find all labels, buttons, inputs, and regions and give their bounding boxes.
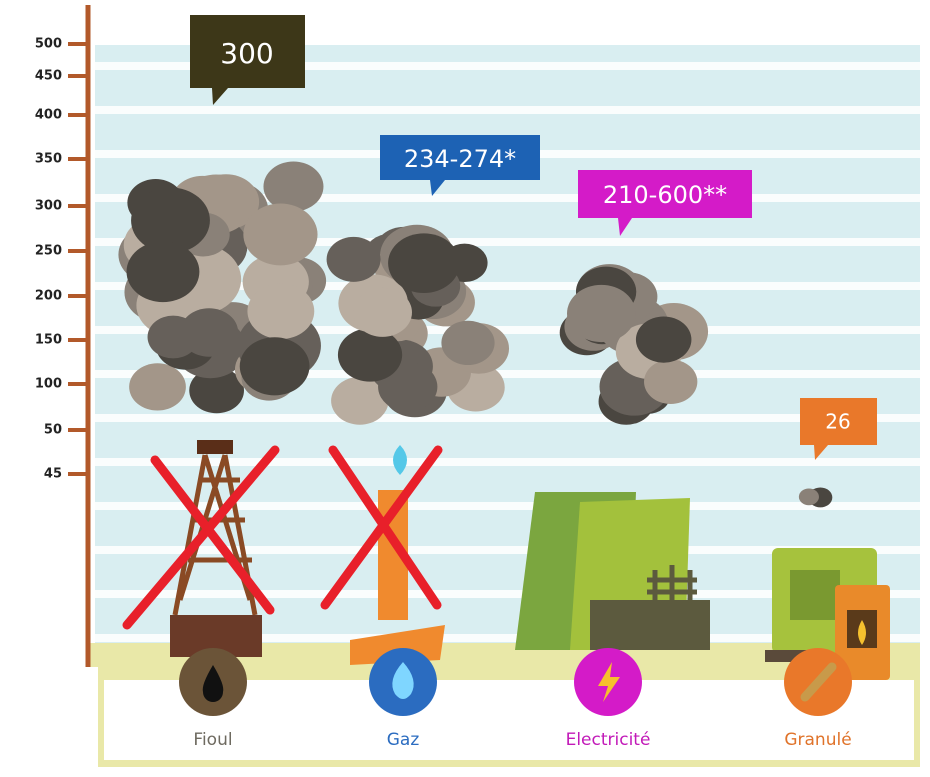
item-label: Granulé bbox=[784, 730, 851, 750]
axis-tick-label: 200 bbox=[35, 289, 62, 304]
cloud-puff bbox=[388, 233, 460, 293]
cloud-puff bbox=[353, 288, 412, 337]
power-plant bbox=[515, 492, 710, 650]
axis-tick-label: 50 bbox=[44, 423, 62, 438]
cloud-puff bbox=[799, 488, 819, 505]
axis-tick-label: 250 bbox=[35, 244, 62, 259]
item-label: Fioul bbox=[193, 730, 232, 750]
axis-tick-label: 100 bbox=[35, 377, 62, 392]
cloud-puff bbox=[243, 204, 317, 266]
cloud-puff bbox=[148, 316, 199, 359]
cloud-puff bbox=[567, 285, 636, 342]
cloud-puff bbox=[129, 363, 186, 410]
callout-text: 234-274* bbox=[404, 145, 516, 173]
axis-tick-label: 350 bbox=[35, 152, 62, 167]
stripe bbox=[95, 106, 920, 114]
axis-tick-label: 400 bbox=[35, 108, 62, 123]
axis-tick-label: 500 bbox=[35, 37, 62, 52]
cloud-puff bbox=[636, 316, 691, 362]
callout-text: 300 bbox=[220, 37, 273, 70]
stripe bbox=[95, 414, 920, 422]
ticks: 500 450 400 350 300 250 200 150 100 50 45 bbox=[35, 37, 88, 482]
cloud-puff bbox=[441, 321, 494, 365]
axis-tick-label: 300 bbox=[35, 199, 62, 214]
cloud-puff bbox=[263, 162, 323, 212]
cloud-puff bbox=[240, 337, 310, 395]
item-label: Electricité bbox=[566, 730, 651, 750]
axis-tick-label: 450 bbox=[35, 69, 62, 84]
axis-tick-label: 150 bbox=[35, 333, 62, 348]
infographic: 500 450 400 350 300 250 200 150 100 50 45 300 bbox=[0, 0, 930, 777]
cloud-puff bbox=[247, 283, 314, 339]
cloud-puff bbox=[644, 360, 697, 404]
axis-tick-label: 45 bbox=[44, 467, 62, 482]
item-label: Gaz bbox=[387, 730, 420, 750]
callout-text: 210-600** bbox=[603, 181, 727, 209]
cloud-puff bbox=[327, 237, 381, 282]
cloud-puff bbox=[338, 328, 402, 382]
cloud-puff bbox=[127, 241, 200, 302]
stripe bbox=[95, 458, 920, 466]
callout-text: 26 bbox=[825, 410, 850, 434]
